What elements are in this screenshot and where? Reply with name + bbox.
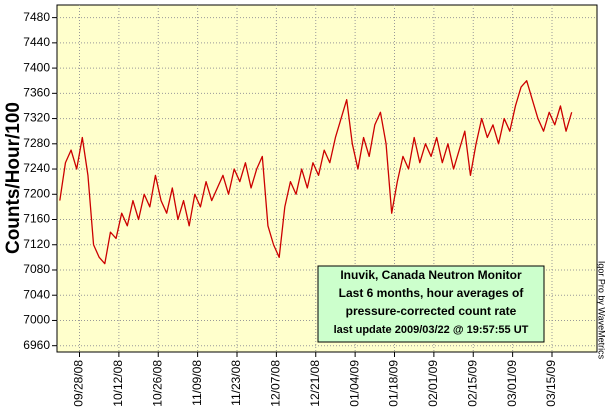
y-tick-label: 6960 [23,338,50,352]
annotation-line: Last 6 months, hour averages of [339,286,525,300]
x-tick-label: 09/28/08 [72,360,86,407]
x-tick-label: 02/15/09 [465,360,479,407]
y-axis-label: Counts/Hour/100 [3,102,24,254]
x-tick-label: 10/26/08 [150,360,164,407]
y-tick-label: 7000 [23,313,50,327]
y-tick-label: 7080 [23,262,50,276]
y-tick-label: 7320 [23,111,50,125]
y-tick-label: 7160 [23,212,50,226]
annotation-line: Inuvik, Canada Neutron Monitor [340,268,522,282]
x-tick-label: 12/07/08 [269,360,283,407]
y-tick-label: 7440 [23,35,50,49]
y-tick-label: 7280 [23,136,50,150]
annotation-line: pressure-corrected count rate [346,304,517,318]
y-tick-label: 7480 [23,10,50,24]
annotation-line: last update 2009/03/22 @ 19:57:55 UT [334,324,529,336]
annotation-box [317,265,545,343]
x-tick-label: 01/18/09 [387,360,401,407]
x-tick-label: 01/04/09 [347,360,361,407]
y-tick-label: 7360 [23,85,50,99]
y-tick-label: 7400 [23,60,50,74]
data-line [59,80,573,265]
x-tick-label: 11/09/08 [190,360,204,406]
x-tick-label: 03/01/09 [505,360,519,407]
plot: 6960 7000 7040 7080 7120 7160 7200 7240 7280 7320… [23,5,597,407]
x-tick-label: 03/15/09 [544,360,558,407]
y-tick-label: 7240 [23,161,50,175]
x-tick-label: 10/12/08 [111,360,125,407]
credit: Igor Pro by WaveMetrics [597,261,607,360]
y-tick-label: 7120 [23,237,50,251]
x-tick-label: 02/01/09 [426,360,440,407]
y-tick-label: 7040 [23,287,50,301]
y-tick-label: 7200 [23,186,50,200]
x-tick-label: 11/23/08 [229,360,243,406]
x-tick-label: 12/21/08 [308,360,322,407]
